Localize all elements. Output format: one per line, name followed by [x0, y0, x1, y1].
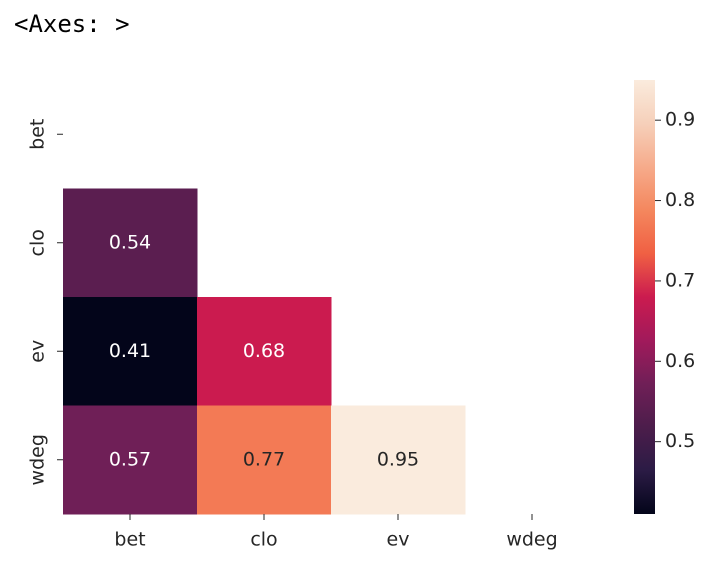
x-tick-label: wdeg [506, 529, 557, 551]
cell-label: 0.77 [243, 448, 285, 470]
cell-label: 0.68 [243, 340, 285, 362]
y-tick-label: bet [27, 119, 49, 150]
cell-label: 0.57 [109, 448, 151, 470]
x-tick-label: bet [114, 529, 145, 551]
y-tick-label: clo [27, 229, 49, 256]
heatmap-cell [63, 188, 198, 298]
cell-label: 0.54 [109, 231, 151, 253]
heatmap-cell [197, 297, 332, 406]
colorbar [634, 80, 655, 514]
colorbar-tick-label: 0.8 [665, 189, 695, 211]
heatmap-cell [63, 405, 198, 515]
colorbar-tick-label: 0.7 [665, 269, 695, 291]
output-text: <Axes: > [14, 10, 130, 38]
heatmap-cell [63, 297, 198, 406]
colorbar-tick-label: 0.9 [665, 109, 695, 131]
cell-label: 0.95 [377, 448, 419, 470]
x-tick-label: ev [387, 529, 410, 551]
cell-label: 0.41 [109, 340, 151, 362]
heatmap-cell [331, 405, 466, 515]
heatmap-cell [197, 405, 332, 515]
colorbar-tick-label: 0.6 [665, 350, 695, 372]
x-tick-label: clo [250, 529, 277, 551]
y-tick-label: wdeg [27, 434, 49, 485]
colorbar-tick-label: 0.5 [665, 430, 695, 452]
y-tick-label: ev [27, 340, 49, 363]
